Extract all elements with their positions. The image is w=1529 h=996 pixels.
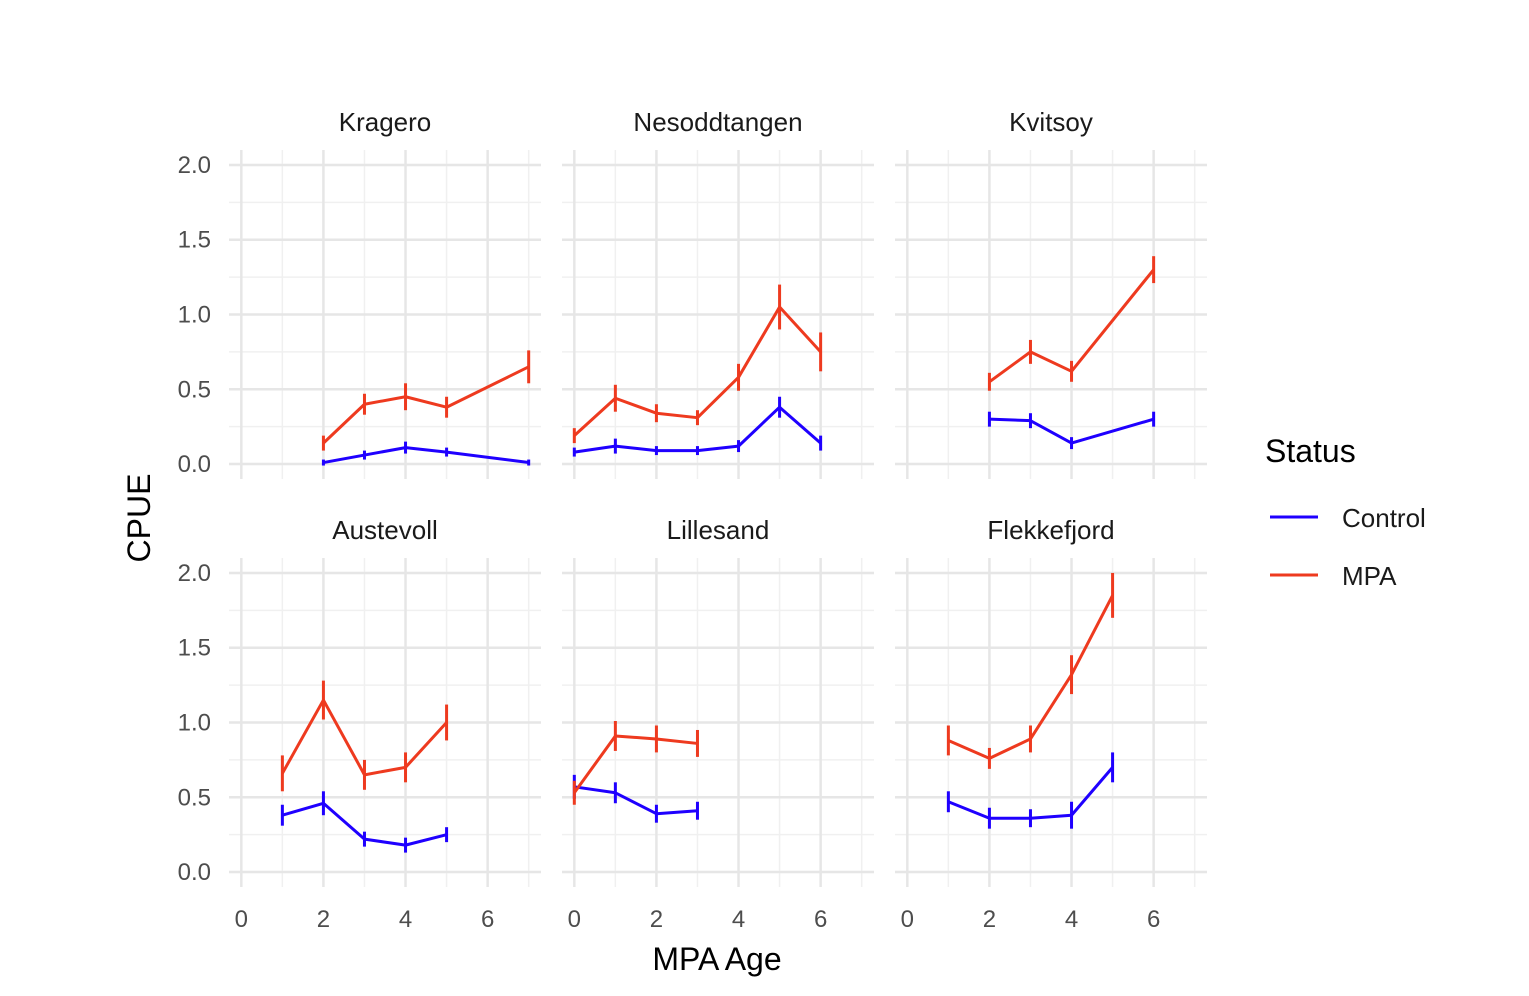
y-tick-label: 0.5 <box>178 784 211 811</box>
x-tick-label: 2 <box>650 906 663 933</box>
x-axis-title: MPA Age <box>652 941 781 977</box>
panel-title: Kvitsoy <box>1009 107 1093 137</box>
y-tick-label: 0.5 <box>178 376 211 403</box>
x-tick-label: 0 <box>235 906 248 933</box>
panel-title: Austevoll <box>332 515 438 545</box>
y-tick-label: 2.0 <box>178 152 211 179</box>
legend: Status Control MPA <box>1265 433 1426 591</box>
x-tick-label: 6 <box>1147 906 1160 933</box>
panel-title: Flekkefjord <box>987 515 1114 545</box>
panel-austevoll: Austevoll 0.0 0.5 1.0 1.5 2.0 0 2 4 6 <box>178 515 541 933</box>
y-axis-title: CPUE <box>121 474 157 563</box>
legend-label-mpa: MPA <box>1342 561 1397 591</box>
series-line-control <box>323 446 529 465</box>
x-tick-label: 6 <box>481 906 494 933</box>
x-tick-label: 4 <box>1065 906 1078 933</box>
x-tick-label: 4 <box>399 906 412 933</box>
panel-kvitsoy: Kvitsoy <box>895 107 1207 479</box>
series-line-mpa <box>322 365 530 445</box>
x-tick-label: 2 <box>317 906 330 933</box>
y-tick-label: 1.0 <box>178 302 211 329</box>
legend-label-control: Control <box>1342 503 1426 533</box>
y-tick-label: 1.5 <box>178 635 211 662</box>
y-tick-label: 1.5 <box>178 227 211 254</box>
x-tick-label: 2 <box>983 906 996 933</box>
series-line-control <box>574 785 698 816</box>
panel-title: Nesoddtangen <box>633 107 802 137</box>
facet-panels: Kragero 0.0 0.5 1.0 1.5 2.0 Nesoddtangen Kvitso… <box>178 107 1207 933</box>
panel-title: Lillesand <box>667 515 770 545</box>
x-tick-label: 0 <box>568 906 581 933</box>
y-tick-label: 0.0 <box>178 451 211 478</box>
panel-title: Kragero <box>339 107 432 137</box>
series-line-mpa <box>573 734 698 794</box>
x-tick-label: 6 <box>814 906 827 933</box>
panel-flekkefjord: Flekkefjord 0 2 4 6 <box>895 515 1207 933</box>
panel-kragero: Kragero 0.0 0.5 1.0 1.5 2.0 <box>178 107 541 479</box>
y-tick-label: 0.0 <box>178 859 211 886</box>
x-tick-label: 4 <box>732 906 745 933</box>
panel-nesoddtangen: Nesoddtangen <box>562 107 874 479</box>
panel-lillesand: Lillesand 0 2 4 6 <box>562 515 874 933</box>
x-tick-label: 0 <box>901 906 914 933</box>
y-tick-label: 1.0 <box>178 710 211 737</box>
series-line-mpa <box>988 268 1155 384</box>
y-tick-label: 2.0 <box>178 560 211 587</box>
series-line-control <box>989 417 1155 445</box>
legend-title: Status <box>1265 433 1356 469</box>
